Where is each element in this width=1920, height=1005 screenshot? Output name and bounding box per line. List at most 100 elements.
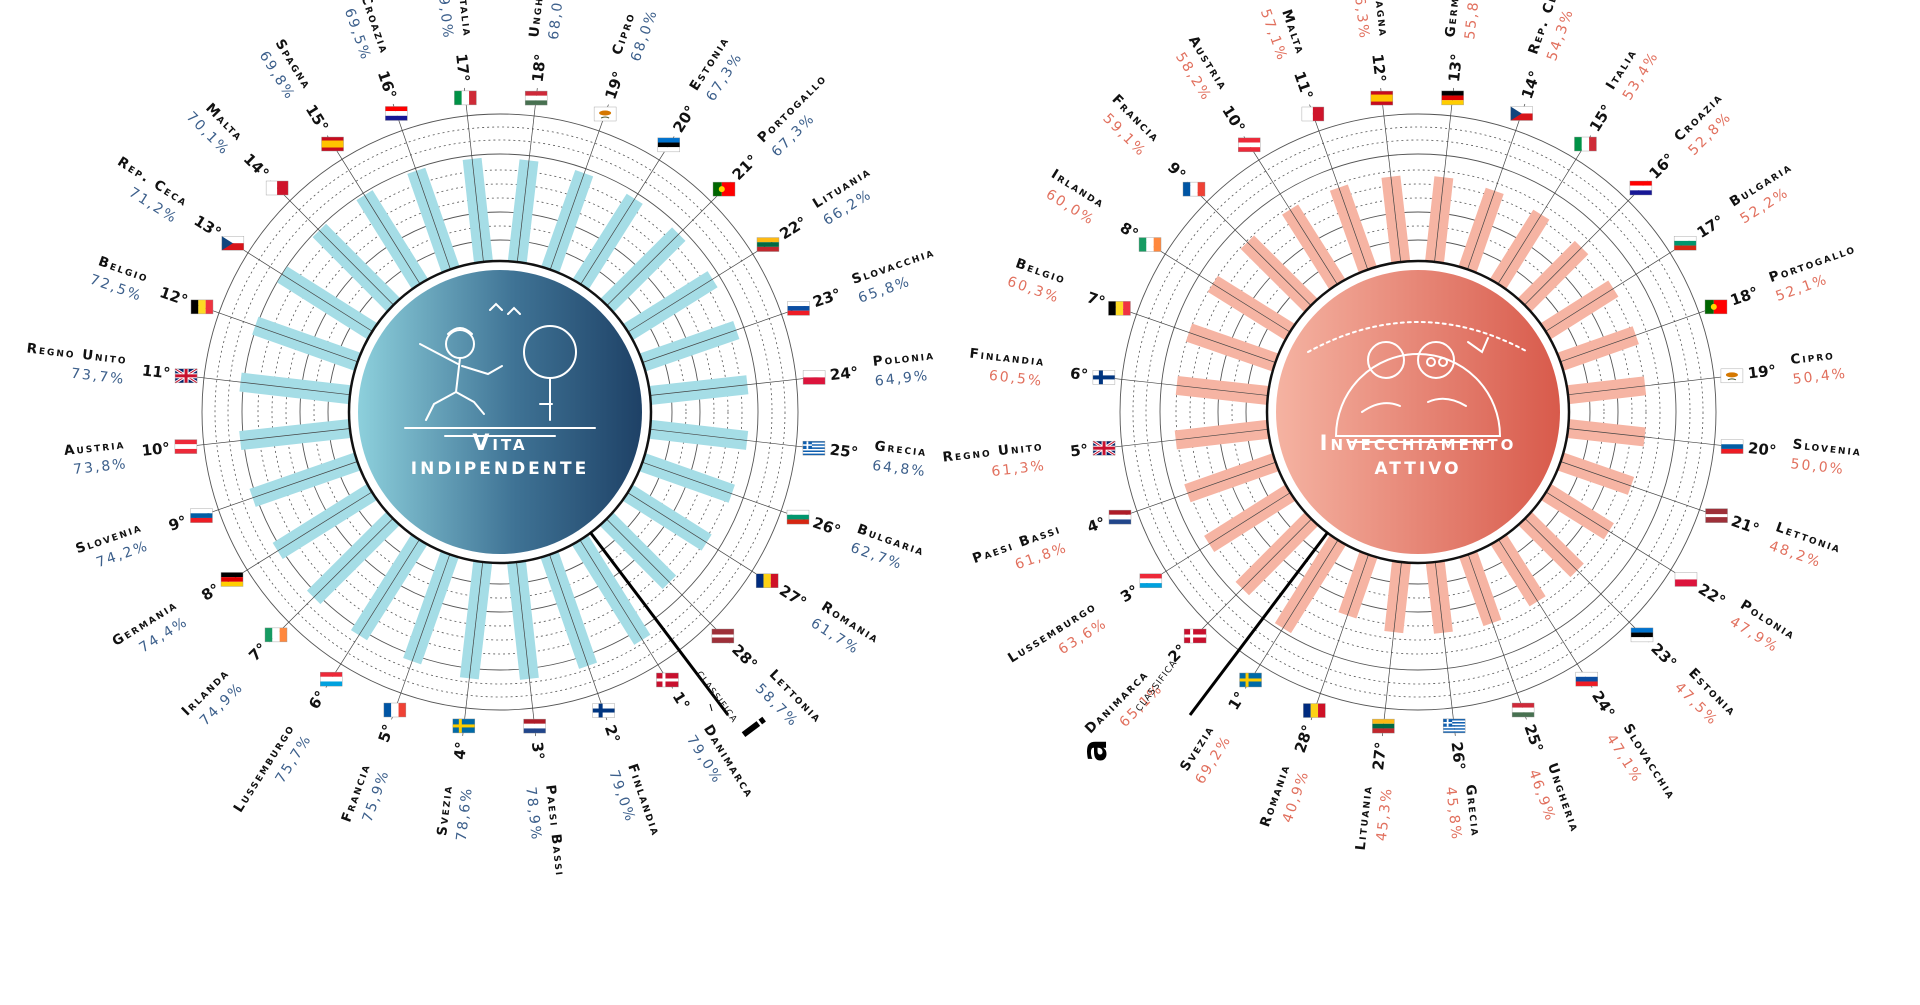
grid (201, 113, 799, 711)
value-label: 64,9% (874, 368, 930, 390)
country-label: Regno Unito (26, 340, 129, 368)
flag-lt-icon (756, 237, 780, 252)
spoke (463, 87, 485, 267)
spoke (602, 515, 731, 644)
rank-label: 23° (811, 285, 844, 311)
flag-mt-icon (265, 180, 289, 196)
spoke (1310, 549, 1371, 721)
country-label: Svezia (434, 784, 456, 837)
country-label: Cipro (1790, 347, 1836, 368)
rank-label: 27° (1369, 741, 1390, 771)
spoke (1381, 557, 1403, 737)
country-label: Slovenia (1792, 436, 1863, 460)
flag-hu-icon (1511, 702, 1535, 718)
spoke (1563, 374, 1742, 396)
rank-label: 19° (601, 69, 627, 102)
country-label: Paesi Bassi (542, 784, 568, 878)
rank-label: 22° (777, 213, 811, 243)
rank-label: 7° (245, 639, 270, 664)
rank-label: 10° (141, 439, 171, 460)
flag-lt-icon (1372, 718, 1395, 734)
value-label: 73,7% (70, 366, 126, 388)
rank-label: 24° (1588, 688, 1618, 722)
flag-it-icon (454, 90, 477, 106)
flag-nl-icon (523, 718, 546, 734)
flag-sk-icon (787, 301, 810, 316)
rank-label: 5° (375, 722, 398, 745)
rank-label: 17° (1694, 211, 1728, 241)
value-label: 73,8% (72, 456, 128, 478)
rank-label: 22° (1695, 580, 1729, 610)
value-label: 45,8% (1442, 786, 1464, 842)
flag-fi-icon (592, 703, 615, 718)
spoke (1541, 237, 1694, 335)
rank-label: 28° (728, 641, 761, 674)
spoke (462, 557, 484, 736)
rank-label: 21° (729, 151, 762, 184)
spoke (1465, 103, 1526, 275)
rank-label: 15° (1586, 101, 1616, 135)
rank-label: 26° (810, 513, 843, 539)
flag-nl-icon (1108, 509, 1132, 525)
country-label: Polonia (872, 347, 936, 370)
flag-pt-icon (712, 181, 736, 197)
flag-dk-icon (656, 672, 679, 688)
spoke (577, 136, 675, 289)
country-label: Grecia (1462, 784, 1484, 839)
spoke (623, 489, 776, 587)
spoke (1563, 427, 1743, 449)
value-label: 60,5% (988, 368, 1044, 390)
country-label: Austria (63, 436, 126, 459)
flag-bg-icon (786, 509, 810, 525)
flag-pl-icon (1674, 572, 1698, 587)
rank-label: 3° (1117, 581, 1142, 606)
spoke (1555, 459, 1727, 520)
flag-lu-icon (1139, 573, 1163, 588)
rank-label: 18° (529, 53, 550, 83)
rank-label: 9° (166, 512, 189, 535)
flag-pl-icon (802, 370, 826, 385)
flag-bg-icon (1673, 236, 1697, 251)
spoke (603, 181, 732, 310)
center-title-line2: indipendente (411, 459, 589, 479)
rank-label: 7° (1085, 288, 1108, 311)
panel-mark-right: a (1075, 739, 1115, 762)
spoke (392, 103, 453, 275)
flag-ro-icon (1303, 703, 1326, 718)
flag-lv-icon (711, 628, 735, 644)
flag-ee-icon (657, 137, 680, 153)
flag-dk-icon (1183, 628, 1207, 644)
spoke (1094, 428, 1273, 450)
rank-label: 16° (1645, 150, 1678, 183)
flag-fr-icon (1182, 181, 1206, 197)
rank-label: 8° (1117, 219, 1142, 244)
flag-fr-icon (383, 702, 407, 718)
flag-cy-icon (1720, 368, 1744, 384)
rank-label: 14° (240, 150, 273, 183)
rank-label: 15° (302, 101, 332, 135)
spoke (548, 104, 609, 275)
flag-ee-icon (1630, 627, 1654, 643)
flag-at-icon (1238, 137, 1261, 153)
spoke (637, 304, 809, 365)
value-label: 69,0% (434, 0, 456, 40)
flag-es-icon (321, 136, 344, 152)
spoke (191, 459, 363, 520)
flag-si-icon (190, 508, 213, 523)
flag-ie-icon (1138, 237, 1162, 252)
center-badge: Invecchiamento attivo (1265, 259, 1571, 565)
center-title-line2: attivo (1374, 459, 1461, 479)
spoke (515, 557, 537, 737)
flag-hr-icon (1629, 180, 1653, 196)
rank-label: 2° (601, 723, 624, 746)
rank-label: 25° (829, 441, 859, 462)
spoke (175, 427, 355, 449)
value-label: 78,6% (454, 786, 476, 842)
flag-cz-icon (221, 236, 245, 251)
center-badge: Vita indipendente (347, 259, 653, 565)
flag-cz-icon (1510, 106, 1533, 121)
flag-at-icon (174, 439, 198, 454)
rank-label: 9° (1164, 158, 1189, 183)
spoke (326, 135, 423, 289)
